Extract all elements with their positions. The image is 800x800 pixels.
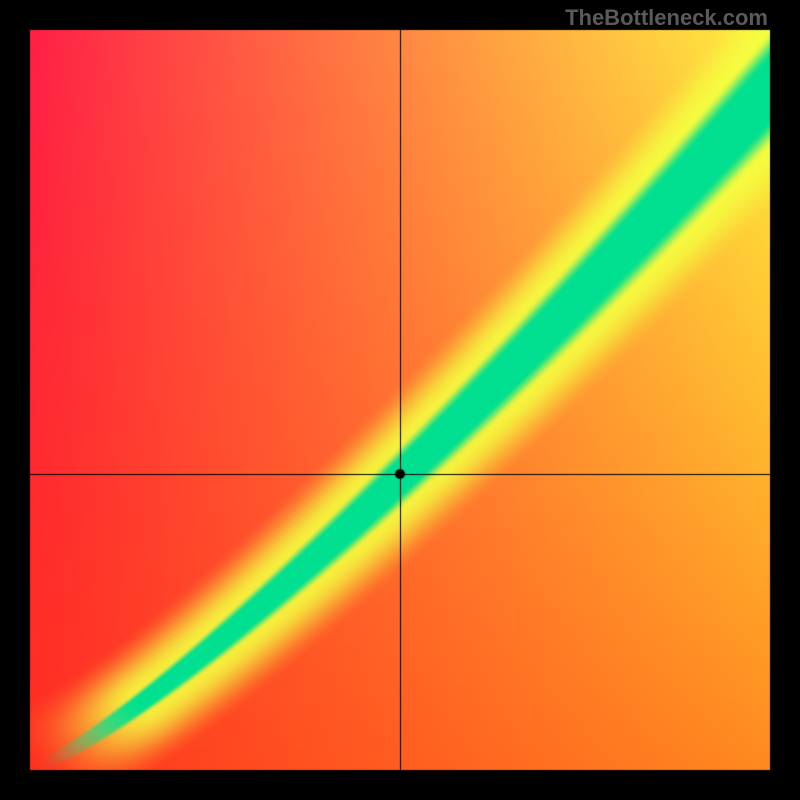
- watermark-text: TheBottleneck.com: [565, 5, 768, 31]
- bottleneck-heatmap: [0, 0, 800, 800]
- chart-container: TheBottleneck.com: [0, 0, 800, 800]
